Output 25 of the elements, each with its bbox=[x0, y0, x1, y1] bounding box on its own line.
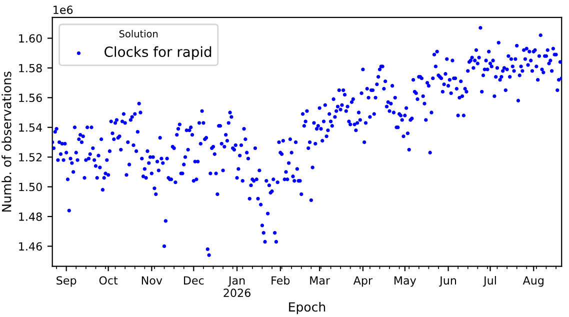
x-tick-label: Feb bbox=[272, 276, 290, 285]
x-tick-label: May bbox=[394, 276, 416, 287]
y-tick-label: 1.56 bbox=[19, 94, 42, 102]
legend-title: Solution bbox=[119, 30, 158, 38]
y-tick-label: 1.50 bbox=[19, 182, 42, 192]
y-axis-title: Numb. of observations bbox=[2, 72, 12, 212]
x-tick-label: Nov bbox=[142, 276, 162, 285]
x-tick-label: Aug bbox=[522, 276, 544, 287]
x-tick-label: Dec bbox=[184, 276, 204, 285]
y-tick-label: 1.60 bbox=[19, 34, 42, 43]
x-tick-label: Jul bbox=[482, 276, 496, 287]
x-tick-label: Jan 2026 bbox=[224, 276, 250, 298]
x-tick-label: Apr bbox=[353, 276, 373, 287]
x-tick-label: Jun bbox=[439, 276, 456, 287]
x-tick-label: Oct bbox=[99, 276, 118, 285]
y-tick-label: 1.58 bbox=[19, 64, 42, 72]
y-tick-label: 1.54 bbox=[19, 123, 42, 132]
y-tick-label: 1.52 bbox=[19, 153, 42, 162]
y-tick-label: 1.46 bbox=[19, 242, 42, 251]
legend-label: Clocks for rapid bbox=[104, 46, 212, 60]
text: 1e6 bbox=[54, 6, 73, 14]
x-axis-title: Epoch bbox=[289, 302, 326, 314]
x-tick-label: Mar bbox=[310, 276, 330, 285]
y-tick-label: 1.48 bbox=[19, 212, 42, 221]
x-tick-label: Sep bbox=[56, 276, 76, 287]
